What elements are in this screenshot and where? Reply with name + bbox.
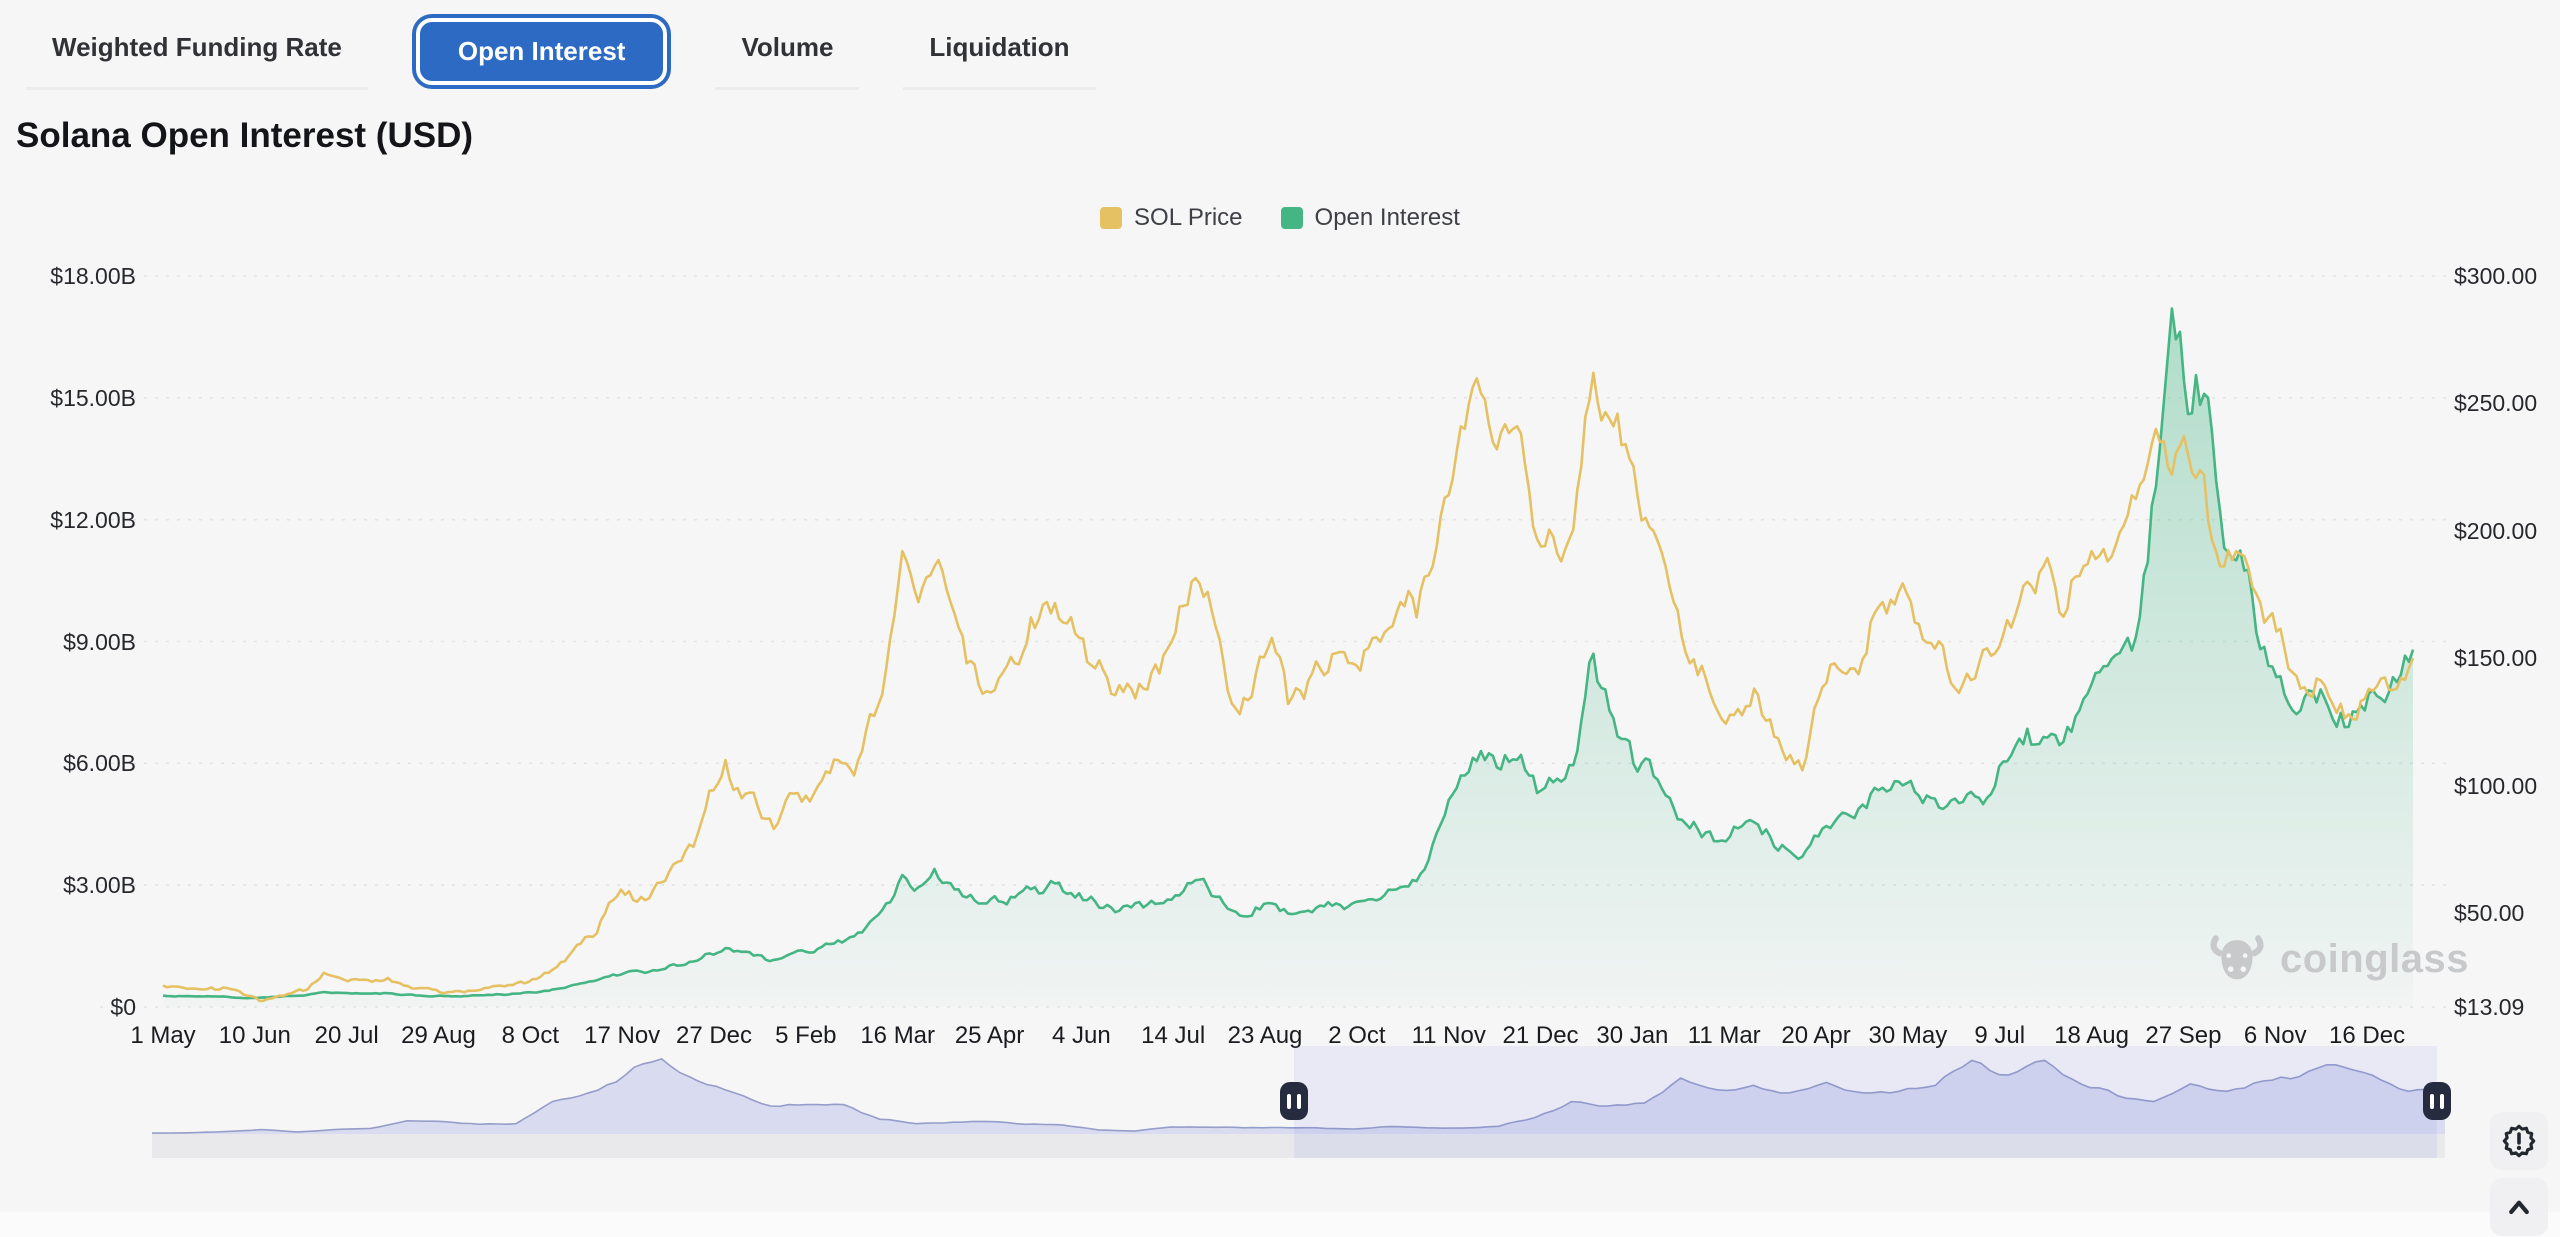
- scroll-to-top-button[interactable]: [2490, 1178, 2548, 1236]
- x-axis-tick: 5 Feb: [775, 1022, 837, 1049]
- y-axis-left-tick: $3.00B: [63, 872, 136, 899]
- y-axis-right-tick: $13.09: [2454, 994, 2525, 1020]
- legend-item-sol-price[interactable]: SOL Price: [1100, 204, 1243, 232]
- x-axis-tick: 14 Jul: [1141, 1022, 1206, 1049]
- legend-label: SOL Price: [1134, 204, 1243, 231]
- y-axis-left-tick: $6.00B: [63, 750, 136, 777]
- navigator-area: [152, 1058, 2445, 1134]
- x-axis-tick: 1 May: [130, 1022, 196, 1049]
- chart-tabbar: Weighted Funding Rate Open Interest Volume…: [26, 12, 1096, 90]
- open-interest-line: [162, 307, 2415, 1000]
- tab-volume[interactable]: Volume: [715, 12, 860, 90]
- x-axis-tick: 18 Aug: [2054, 1022, 2129, 1049]
- y-axis-right-tick: $200.00: [2454, 517, 2538, 544]
- seal-outline: [2502, 1124, 2536, 1158]
- y-axis-right-tick: $150.00: [2454, 645, 2538, 672]
- x-axis-tick: 11 Mar: [1687, 1022, 1761, 1049]
- y-axis-right-tick: $250.00: [2454, 390, 2538, 417]
- x-axis-tick: 29 Aug: [401, 1022, 476, 1049]
- chevron-up-icon: [2509, 1200, 2529, 1215]
- alert-button[interactable]: [2490, 1112, 2548, 1170]
- x-axis-tick: 27 Dec: [675, 1022, 753, 1049]
- x-axis-tick: 2 Oct: [1328, 1022, 1386, 1049]
- y-axis-right-tick: $300.00: [2454, 263, 2538, 289]
- coinglass-watermark: coinglass: [2208, 930, 2469, 988]
- bottom-strip: [0, 1212, 2560, 1237]
- navigator-line: [152, 1058, 2446, 1134]
- x-axis-tick: 20 Apr: [1781, 1022, 1851, 1049]
- legend-swatch-icon: [1100, 207, 1123, 229]
- x-axis-tick: 30 Jan: [1596, 1022, 1669, 1049]
- y-axis-left-tick: $15.00B: [50, 384, 136, 411]
- tab-liquidation[interactable]: Liquidation: [903, 12, 1096, 90]
- y-axis-left-tick: $18.00B: [50, 263, 136, 289]
- chart-legend: SOL Price Open Interest: [0, 204, 2560, 232]
- y-axis-left-tick: $0: [110, 994, 136, 1020]
- x-axis-tick: 30 May: [1868, 1022, 1948, 1049]
- x-axis-tick: 10 Jun: [218, 1022, 291, 1049]
- x-axis-tick: 11 Nov: [1411, 1022, 1486, 1049]
- tab-weighted-funding-rate[interactable]: Weighted Funding Rate: [26, 12, 368, 90]
- x-axis-tick: 17 Nov: [584, 1022, 661, 1049]
- y-axis-right-tick: $100.00: [2454, 772, 2538, 799]
- x-axis-tick: 25 Apr: [954, 1022, 1025, 1049]
- x-axis-tick: 4 Jun: [1052, 1022, 1111, 1049]
- x-axis-tick: 8 Oct: [501, 1022, 560, 1049]
- y-axis-left-tick: $12.00B: [50, 506, 136, 533]
- legend-label: Open Interest: [1314, 204, 1460, 231]
- tab-open-interest[interactable]: Open Interest: [415, 17, 668, 85]
- alert-badge-icon: [2502, 1124, 2536, 1158]
- open-interest-area: [163, 308, 2413, 1007]
- x-axis-tick: 16 Mar: [860, 1022, 936, 1049]
- x-axis-tick: 9 Jul: [1974, 1022, 2026, 1049]
- sol-price-line: [162, 371, 2415, 1003]
- navigator-left-handle[interactable]: [1280, 1082, 1308, 1120]
- x-axis-tick: 27 Sep: [2145, 1022, 2222, 1049]
- legend-item-open-interest[interactable]: Open Interest: [1280, 204, 1460, 232]
- navigator-right-handle[interactable]: [2423, 1082, 2451, 1120]
- x-axis-tick: 6 Nov: [2243, 1022, 2307, 1049]
- legend-swatch-icon: [1280, 207, 1303, 229]
- coinglass-bull-icon: [2210, 935, 2264, 980]
- navigator-track[interactable]: [152, 1134, 2445, 1158]
- x-axis-tick: 23 Aug: [1227, 1022, 1303, 1049]
- x-axis-tick: 16 Dec: [2329, 1022, 2406, 1049]
- x-axis-tick: 21 Dec: [1502, 1022, 1579, 1049]
- page-title: Solana Open Interest (USD): [16, 116, 474, 155]
- y-axis-right-tick: $50.00: [2454, 899, 2525, 926]
- navigator-selected-range[interactable]: [1294, 1046, 2437, 1158]
- y-axis-left-tick: $9.00B: [63, 628, 136, 655]
- watermark-text: coinglass: [2280, 936, 2470, 981]
- x-axis-tick: 20 Jul: [314, 1022, 379, 1049]
